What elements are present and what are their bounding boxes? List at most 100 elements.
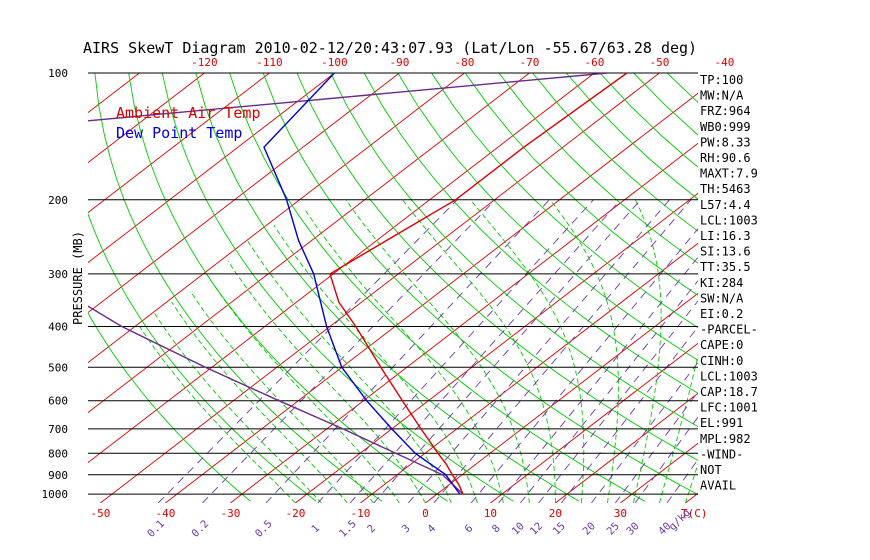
legend-dew-point-temp: Dew Point Temp: [116, 124, 242, 142]
isotherm-line: [360, 242, 698, 503]
index-item: WB0:999: [700, 120, 751, 134]
index-item: CAPE:0: [700, 338, 743, 352]
index-item: TP:100: [700, 73, 743, 87]
mixing-ratio-label: 0.1: [145, 518, 167, 540]
mixing-ratio-label: 0.5: [253, 518, 275, 540]
mixing-ratio-label: 30: [624, 520, 641, 537]
dry-adiabat-line: [735, 73, 870, 501]
mixing-ratio-line: [373, 199, 641, 503]
mixing-ratio-label: 6: [462, 522, 475, 535]
isotherm-line: [165, 92, 698, 503]
index-item: CAP:18.7: [700, 385, 758, 399]
index-item: LI:16.3: [700, 229, 751, 243]
dry-adiabat-line: [88, 212, 317, 502]
pressure-tick-label: 700: [48, 423, 68, 436]
moist-adiabat-line: [549, 199, 619, 503]
pressure-tick-label: 600: [48, 395, 68, 408]
dry-adiabat-line: [431, 73, 698, 329]
dry-adiabat-line: [296, 73, 698, 461]
mixing-ratio-label: 8: [490, 522, 503, 535]
moist-adiabat-line: [684, 462, 698, 503]
dry-adiabat-line: [363, 73, 698, 394]
dry-adiabat-line: [229, 73, 646, 502]
moist-adiabat-line: [153, 312, 322, 503]
top-temp-tick-label: -90: [389, 56, 409, 69]
moist-adiabat-line: [345, 199, 530, 503]
mixing-ratio-label: 3: [400, 522, 413, 535]
isotherm-line: [230, 142, 698, 503]
dry-adiabat-line: [666, 73, 698, 104]
mixing-ratio-label: 10: [509, 520, 526, 537]
mixing-ratio-label: 25: [604, 520, 621, 537]
moist-adiabat-line: [303, 208, 504, 503]
moist-adiabat-line: [139, 326, 296, 503]
pressure-tick-label: 500: [48, 361, 68, 374]
mixing-ratio-label: 2: [365, 522, 378, 535]
index-item: MAXT:7.9: [700, 167, 758, 181]
pressure-tick-label: 200: [48, 194, 68, 207]
index-item: -PARCEL-: [700, 323, 758, 337]
mixing-ratio-label: 20: [581, 520, 598, 537]
index-item: TT:35.5: [700, 260, 751, 274]
mixing-ratio-line: [591, 361, 698, 503]
moist-adiabat-line: [632, 199, 662, 503]
mixing-ratio-label: 4: [425, 522, 438, 535]
dry-adiabat-line: [330, 73, 698, 428]
index-item: AVAIL: [700, 479, 736, 493]
index-item: RH:90.6: [700, 151, 751, 165]
dry-adiabat-line: [128, 73, 448, 502]
mixing-ratio-line: [666, 458, 698, 503]
moist-adiabat-line: [227, 261, 426, 503]
isotherm-line: [425, 292, 698, 503]
mixing-ratio-line: [470, 227, 698, 503]
mixing-ratio-line: [407, 199, 670, 503]
index-item: PW:8.33: [700, 135, 751, 149]
mixing-ratio-line: [349, 199, 621, 503]
bottom-temp-tick-label: 10: [484, 507, 497, 520]
isotherm-line: [88, 73, 400, 314]
y-axis-label: PRESSURE (MB): [71, 231, 85, 325]
dry-adiabat-line: [161, 73, 514, 502]
mixing-ratio-line: [560, 326, 698, 503]
bottom-temp-tick-label: 0: [422, 507, 429, 520]
moist-adiabat-line: [402, 199, 556, 503]
legend: Ambient Air Temp Dew Point Temp: [116, 104, 261, 142]
index-item: LFC:1001: [700, 401, 758, 415]
index-item: SW:N/A: [700, 291, 744, 305]
isotherm-line: [88, 73, 595, 464]
background-grid: [0, 73, 870, 503]
index-item: KI:284: [700, 276, 743, 290]
temp-unit-label: T(C): [681, 507, 708, 520]
isotherm-line: [88, 73, 335, 264]
index-item: MPL:982: [700, 432, 751, 446]
top-temp-tick-label: -110: [256, 56, 283, 69]
moist-adiabat-line: [171, 301, 348, 503]
index-item: LCL:1003: [700, 369, 758, 383]
pressure-tick-label: 400: [48, 321, 68, 334]
mixing-ratio-label: 12: [528, 520, 545, 537]
dew-point-temp-line: [263, 73, 461, 495]
pressure-tick-label: 100: [48, 67, 68, 80]
dry-adiabat-line: [262, 73, 698, 496]
top-temp-tick-label: -60: [584, 56, 604, 69]
top-temp-tick-label: -50: [649, 56, 669, 69]
pressure-tick-label: 300: [48, 268, 68, 281]
top-temp-tick-label: -70: [519, 56, 539, 69]
isotherm-line: [88, 73, 530, 414]
index-item: SI:13.6: [700, 245, 751, 259]
moist-adiabat-line: [247, 240, 452, 503]
bottom-temp-tick-label: -10: [350, 507, 370, 520]
dry-adiabat-line: [498, 73, 698, 264]
isotherm-line: [0, 73, 9, 503]
pressure-tick-label: 1000: [42, 488, 69, 501]
mixing-ratio-line: [614, 391, 698, 503]
bottom-temp-tick-label: 20: [549, 507, 562, 520]
legend-ambient-air-temp: Ambient Air Temp: [116, 104, 261, 122]
index-item: FRZ:964: [700, 104, 751, 118]
index-item: EL:991: [700, 416, 743, 430]
bottom-temp-tick-label: -30: [220, 507, 240, 520]
isobar-lines: [88, 72, 698, 495]
isotherm-line: [490, 342, 698, 503]
mixing-ratio-line: [317, 199, 594, 503]
dry-adiabat-line: [397, 73, 698, 361]
